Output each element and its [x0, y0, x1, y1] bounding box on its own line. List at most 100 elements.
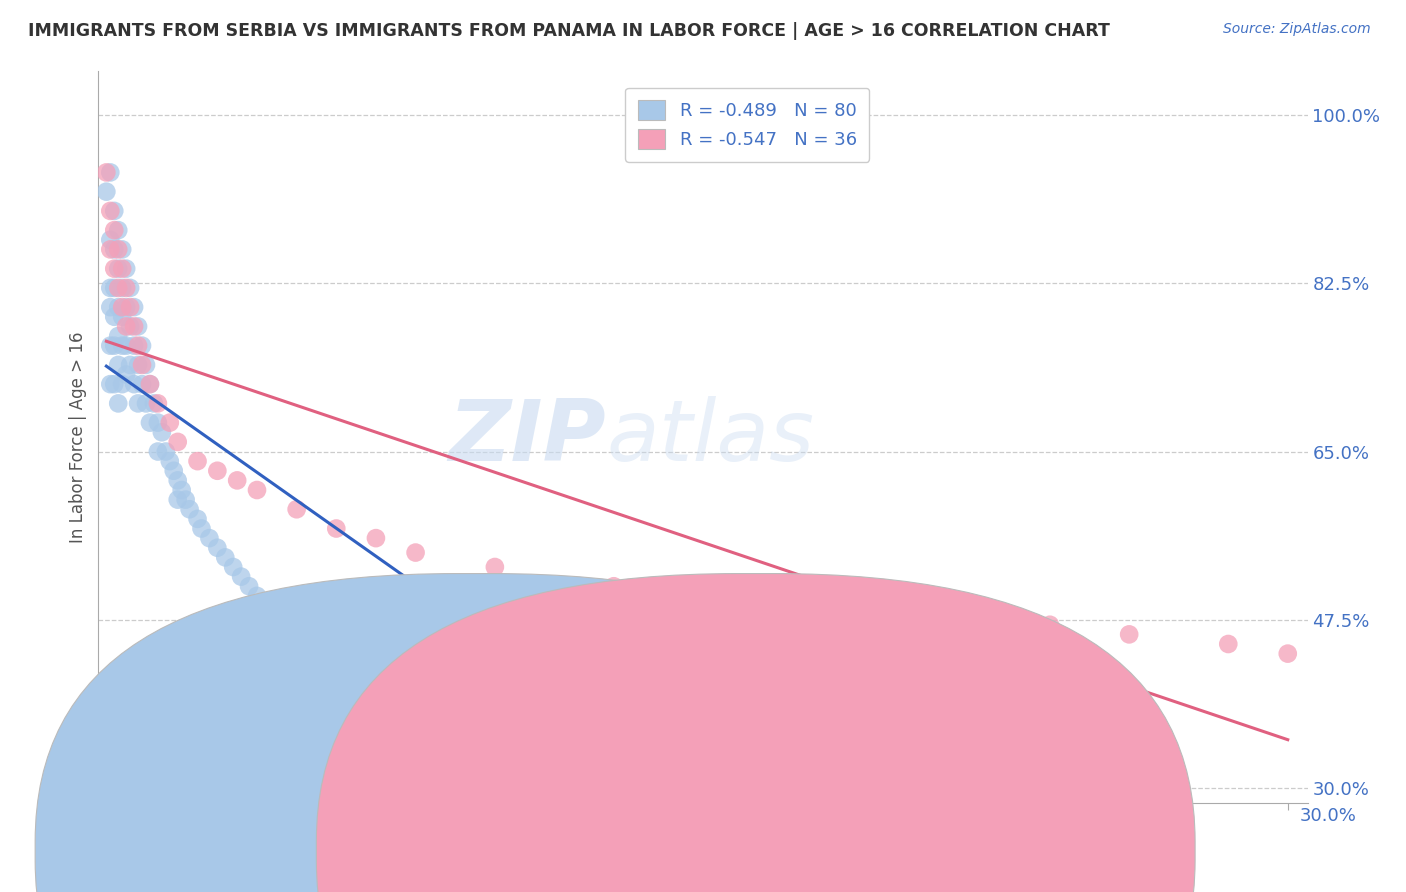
Point [801, 599, 824, 613]
Point [115, 300, 138, 314]
Point [96, 165, 118, 179]
Text: Immigrants from Serbia: Immigrants from Serbia [492, 840, 689, 858]
Point [163, 464, 186, 478]
Point [253, 599, 276, 613]
Point [179, 502, 201, 516]
Point [131, 377, 153, 392]
Point [127, 396, 149, 410]
Text: IMMIGRANTS FROM SERBIA VS IMMIGRANTS FROM PANAMA IN LABOR FORCE | AGE > 16 CORRE: IMMIGRANTS FROM SERBIA VS IMMIGRANTS FRO… [28, 22, 1109, 40]
Point [120, 358, 142, 372]
Point [139, 377, 162, 392]
Text: Source: ZipAtlas.com: Source: ZipAtlas.com [1223, 22, 1371, 37]
Point [920, 608, 942, 623]
Point [103, 338, 125, 352]
Point [135, 358, 157, 372]
Point [159, 454, 181, 468]
Point [405, 685, 427, 699]
Point [139, 377, 162, 392]
Point [120, 281, 142, 295]
Point [111, 300, 134, 314]
Point [103, 310, 125, 324]
Point [285, 627, 308, 641]
Point [562, 714, 585, 728]
Point [643, 723, 665, 738]
Point [107, 243, 129, 257]
Point [98, 203, 121, 218]
Point [98, 281, 121, 295]
Text: 30.0%: 30.0% [1301, 807, 1357, 825]
Point [207, 464, 229, 478]
Point [103, 377, 125, 392]
Point [115, 319, 138, 334]
Point [146, 416, 169, 430]
Point [364, 665, 387, 680]
Point [1118, 627, 1140, 641]
Point [207, 541, 229, 555]
Point [325, 521, 347, 535]
Point [186, 512, 208, 526]
Point [226, 474, 249, 488]
Point [127, 358, 149, 372]
Point [103, 203, 125, 218]
Point [142, 396, 165, 410]
Point [166, 474, 188, 488]
Point [1218, 637, 1240, 651]
Point [146, 444, 169, 458]
Text: atlas: atlas [606, 395, 814, 479]
Y-axis label: In Labor Force | Age > 16: In Labor Force | Age > 16 [69, 331, 87, 543]
Point [111, 338, 134, 352]
Point [135, 396, 157, 410]
Point [98, 165, 121, 179]
Point [277, 617, 299, 632]
Point [127, 319, 149, 334]
Point [103, 243, 125, 257]
Point [305, 637, 328, 651]
Point [246, 483, 269, 497]
Point [98, 233, 121, 247]
Point [111, 310, 134, 324]
Point [344, 657, 367, 671]
Point [131, 358, 153, 372]
Point [444, 695, 467, 709]
Point [214, 550, 236, 565]
Point [107, 396, 129, 410]
Point [122, 377, 145, 392]
Point [880, 743, 903, 757]
Point [111, 261, 134, 276]
Point [107, 358, 129, 372]
Point [1039, 752, 1062, 766]
Point [1039, 617, 1062, 632]
Point [115, 368, 138, 382]
Point [98, 377, 121, 392]
Point [122, 300, 145, 314]
Point [364, 531, 387, 545]
Point [107, 281, 129, 295]
Point [96, 185, 118, 199]
Point [107, 223, 129, 237]
Point [222, 560, 245, 574]
Point [111, 377, 134, 392]
Point [174, 492, 197, 507]
Point [198, 531, 221, 545]
Point [111, 281, 134, 295]
Point [122, 338, 145, 352]
Point [325, 647, 347, 661]
Point [159, 416, 181, 430]
Point [139, 416, 162, 430]
Point [186, 454, 208, 468]
Point [107, 300, 129, 314]
Point [1277, 647, 1299, 661]
Point [721, 589, 744, 603]
Point [103, 223, 125, 237]
Point [246, 589, 269, 603]
Point [120, 319, 142, 334]
Point [115, 261, 138, 276]
Point [170, 483, 193, 497]
Point [603, 579, 626, 593]
Point [115, 338, 138, 352]
Point [131, 338, 153, 352]
Point [484, 560, 506, 574]
Point [721, 733, 744, 747]
Point [98, 300, 121, 314]
Point [120, 300, 142, 314]
